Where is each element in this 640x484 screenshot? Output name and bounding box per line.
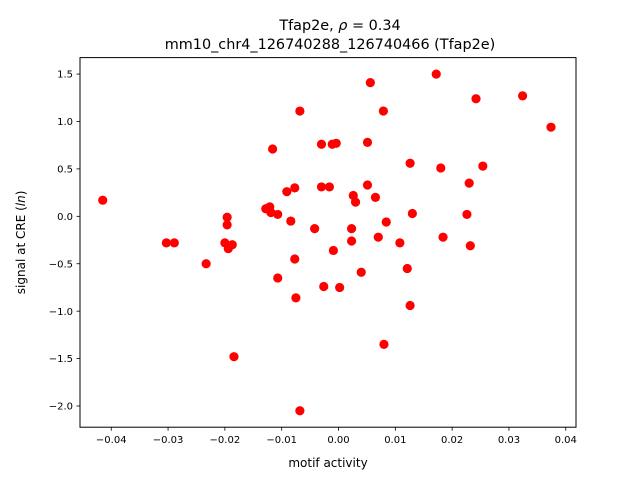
data-point — [286, 216, 296, 226]
y-tick-label: −2.0 — [49, 402, 73, 413]
y-tick-label: −1.0 — [49, 307, 73, 318]
data-point — [350, 197, 361, 207]
data-point — [395, 238, 405, 248]
data-point — [335, 282, 345, 293]
data-point — [273, 273, 283, 283]
y-axis-label: signal at CRE (ln) — [14, 191, 28, 295]
chart-subtitle: mm10_chr4_126740288_126740466 (Tfap2e) — [165, 37, 495, 53]
data-point — [402, 263, 412, 274]
data-point — [290, 183, 300, 193]
data-point — [465, 241, 475, 251]
data-point — [464, 178, 474, 188]
data-point — [201, 259, 211, 269]
data-point — [227, 240, 237, 250]
data-point — [365, 78, 375, 88]
data-point — [319, 281, 329, 292]
data-point — [295, 406, 305, 416]
data-point — [222, 212, 232, 222]
x-tick-label: −0.02 — [210, 435, 241, 446]
data-point — [98, 195, 108, 205]
x-tick-label: 0.02 — [441, 435, 463, 446]
x-tick-label: 0.03 — [498, 435, 520, 446]
data-point — [431, 69, 441, 79]
data-point — [378, 106, 388, 116]
data-point — [295, 106, 305, 116]
y-tick-label: 0.0 — [57, 212, 73, 223]
data-point — [478, 161, 488, 171]
x-tick-label: 0.01 — [384, 435, 406, 446]
data-point — [436, 163, 446, 173]
data-point — [282, 187, 292, 197]
data-point — [405, 300, 415, 311]
data-point — [310, 224, 320, 234]
data-point — [291, 293, 301, 303]
data-point — [370, 192, 381, 202]
data-point — [379, 339, 389, 349]
x-tick-label: 0.04 — [555, 435, 577, 446]
chart-title: Tfap2e, ρ = 0.34 — [278, 18, 400, 34]
data-point — [471, 94, 481, 104]
data-point — [222, 220, 232, 230]
data-point — [273, 209, 283, 220]
data-point — [362, 180, 373, 190]
x-axis-ticks: −0.04 −0.03 −0.02 −0.01 0.00 0.01 0.02 0.03 0.04 — [96, 427, 577, 446]
y-axis-ticks: −2.0 −1.5 −1.0 −0.5 0.0 0.5 1.0 1.5 — [49, 70, 80, 413]
plot-frame — [79, 57, 577, 428]
data-point — [268, 144, 278, 154]
data-point — [316, 139, 327, 149]
data-point — [381, 217, 391, 227]
data-point — [324, 182, 335, 192]
data-point — [546, 122, 556, 132]
y-tick-label: 0.5 — [57, 165, 73, 176]
data-points — [98, 69, 556, 416]
y-tick-label: −1.5 — [49, 354, 73, 365]
data-point — [328, 245, 338, 256]
data-point — [346, 224, 357, 234]
data-point — [331, 138, 341, 148]
data-point — [290, 254, 300, 264]
data-point — [356, 267, 366, 277]
x-axis-label: motif activity — [288, 456, 367, 470]
data-point — [373, 232, 383, 242]
data-point — [161, 238, 171, 248]
y-tick-label: 1.0 — [57, 117, 73, 128]
data-point — [438, 232, 448, 242]
x-tick-label: −0.01 — [266, 435, 297, 446]
y-tick-label: 1.5 — [57, 70, 73, 81]
data-point — [346, 236, 357, 246]
data-point — [362, 137, 373, 147]
data-point — [462, 209, 472, 220]
data-point — [517, 91, 528, 101]
data-point — [169, 238, 179, 248]
x-tick-label: −0.04 — [96, 435, 127, 446]
data-point — [316, 182, 327, 192]
y-tick-label: −0.5 — [49, 259, 73, 270]
data-point — [405, 158, 415, 168]
x-tick-label: −0.03 — [153, 435, 184, 446]
data-point — [229, 352, 239, 362]
data-point — [407, 208, 417, 219]
x-tick-label: 0.00 — [327, 435, 349, 446]
